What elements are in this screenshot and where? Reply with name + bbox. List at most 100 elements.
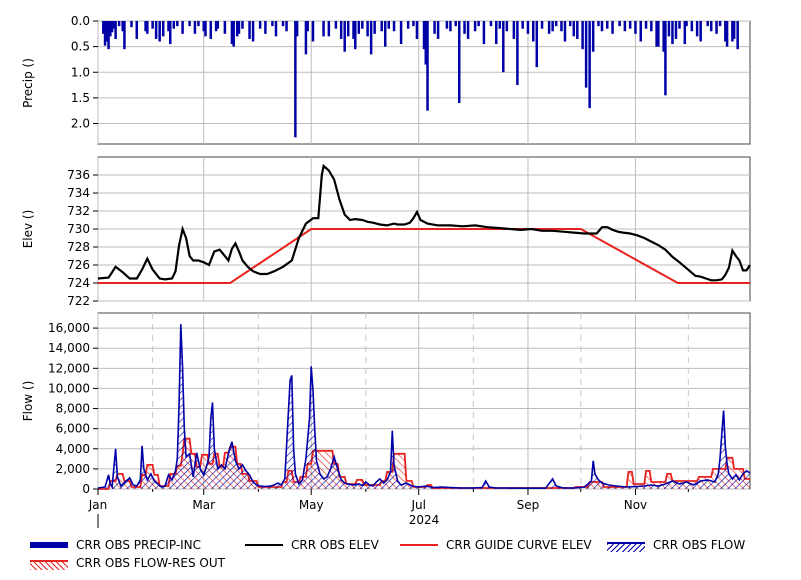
precip-bar — [732, 21, 736, 39]
x-tick-label: Mar — [192, 498, 215, 512]
precip-bar — [193, 21, 197, 34]
legend-item-guide: CRR GUIDE CURVE ELEV — [400, 538, 592, 552]
precip-bar — [392, 21, 396, 32]
x-tick-label: Sep — [517, 498, 540, 512]
precip-bar — [718, 21, 722, 27]
legend-swatch-guide — [400, 539, 438, 551]
legend-swatch-res-out — [30, 560, 68, 570]
precip-bar — [563, 21, 567, 42]
precip-bar — [591, 21, 595, 52]
precip-bar — [361, 21, 364, 29]
precip-bar — [112, 21, 116, 29]
precip-bar — [588, 21, 591, 109]
precip-bar — [581, 21, 584, 50]
precip-bar — [271, 21, 274, 27]
precip-bar — [690, 21, 694, 32]
precip-bar — [123, 21, 126, 50]
precip-bar — [422, 21, 426, 50]
x-tick-label: May — [299, 498, 324, 512]
precip-bar — [597, 21, 600, 27]
legend-swatch-elev — [245, 539, 283, 551]
precip-y-tick-label: 1.0 — [71, 65, 90, 79]
precip-bar — [352, 21, 355, 39]
elev-y-tick-label: 730 — [67, 222, 90, 236]
precip-bar — [380, 21, 383, 32]
precip-bar — [285, 21, 288, 32]
precip-bar — [306, 21, 309, 32]
legend-label-res-out: CRR OBS FLOW-RES OUT — [76, 556, 225, 570]
precip-bar — [623, 21, 627, 32]
precip-bar — [724, 21, 727, 42]
flow-panel: 0 2,000 4,000 6,000 8,000 10,000 12,000 14,000 1… — [21, 312, 751, 496]
precip-bar — [477, 21, 480, 27]
precip-bar — [655, 21, 658, 47]
precip-bar — [117, 21, 121, 27]
precip-bar — [569, 21, 572, 27]
precip-bar — [600, 21, 604, 32]
elev-panel: 722 724 726 728 730 732 734 736 Elev () — [21, 156, 751, 308]
precip-y-tick-label: 1.5 — [71, 91, 90, 105]
precip-bar — [237, 21, 241, 34]
precip-bar — [209, 21, 213, 39]
flow-y-tick-label: 6,000 — [56, 422, 90, 436]
legend-label-precip: CRR OBS PRECIP-INC — [76, 538, 202, 552]
precip-bar — [725, 21, 729, 47]
precip-bar — [327, 21, 331, 37]
precip-bar — [103, 21, 107, 46]
legend-item-flow: CRR OBS FLOW — [607, 538, 745, 552]
flow-y-tick-label: 2,000 — [56, 462, 90, 476]
flow-y-tick-label: 10,000 — [48, 381, 90, 395]
precip-bar — [731, 21, 734, 42]
precip-bar — [695, 21, 699, 37]
elev-y-tick-label: 734 — [67, 186, 90, 200]
precip-bar — [715, 21, 718, 34]
x-tick-label: Jan — [88, 498, 108, 512]
precip-bar — [110, 21, 114, 33]
precip-y-label: Precip () — [21, 58, 35, 108]
precip-bar — [606, 21, 609, 29]
precip-bar — [232, 21, 235, 47]
flow-gridlines — [97, 313, 750, 490]
precip-bar — [560, 21, 563, 32]
precip-bar — [383, 21, 387, 47]
precip-bar — [294, 21, 297, 138]
legend-item-res-out: CRR OBS FLOW-RES OUT — [30, 556, 225, 570]
legend-swatch-precip — [30, 539, 68, 551]
precip-bar — [449, 21, 452, 32]
precip-bar — [551, 21, 554, 32]
precip-y-ticks: 0.0 0.5 1.0 1.5 2.0 — [71, 14, 98, 131]
precip-bar — [369, 21, 373, 55]
precip-bar — [628, 21, 632, 29]
precip-bar — [699, 21, 702, 42]
guide-curve-line — [98, 228, 750, 284]
precip-bar — [406, 21, 410, 29]
flow-y-tick-label: 0 — [82, 482, 90, 496]
precip-bar — [512, 21, 516, 39]
legend-label-elev: CRR OBS ELEV — [291, 538, 379, 552]
precip-bar — [634, 21, 637, 34]
flow-y-tick-label: 4,000 — [56, 442, 90, 456]
precip-bar — [505, 21, 509, 32]
precip-bar — [373, 21, 376, 34]
precip-bar — [387, 21, 391, 29]
precip-bar — [540, 21, 544, 29]
precip-bar — [295, 21, 299, 37]
flow-y-ticks: 0 2,000 4,000 6,000 8,000 10,000 12,000 14,000 1… — [48, 321, 98, 496]
flow-y-label: Flow () — [21, 381, 35, 422]
precip-bar — [223, 21, 227, 34]
precip-bar — [181, 21, 184, 34]
x-tick-label: Nov — [624, 498, 647, 512]
precip-bar — [204, 21, 207, 37]
precip-bar — [678, 21, 681, 29]
precip-bar — [547, 21, 551, 34]
precip-bar — [322, 21, 325, 37]
precip-bar — [489, 21, 493, 27]
precip-bar — [214, 21, 218, 32]
flow-series — [97, 324, 751, 490]
precip-bar — [657, 21, 660, 47]
elev-y-tick-label: 726 — [67, 258, 90, 272]
precip-bar — [415, 21, 419, 39]
precip-bar — [399, 21, 403, 45]
precip-bar — [639, 21, 642, 42]
precip-bar — [158, 21, 161, 42]
